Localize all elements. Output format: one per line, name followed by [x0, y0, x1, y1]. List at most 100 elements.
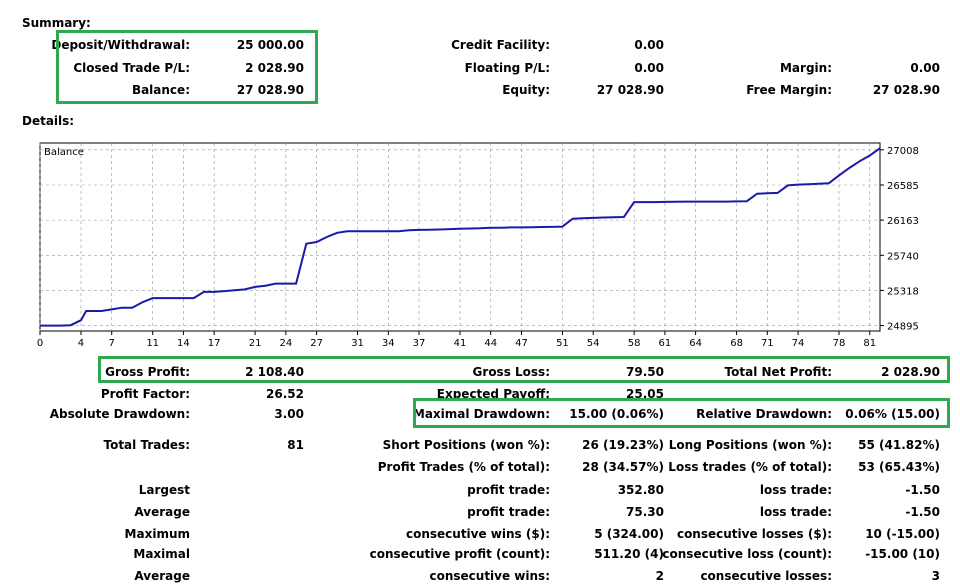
max-consecutive-wins-label: consecutive wins ($):: [405, 527, 550, 541]
balance-label: Balance:: [131, 83, 190, 97]
free-margin-label: Free Margin:: [746, 83, 832, 97]
gross-profit-label: Gross Profit:: [105, 365, 190, 379]
profit-trades-value: 28 (34.57%): [582, 460, 664, 474]
x-tick-label: 7: [109, 338, 115, 349]
short-positions-label: Short Positions (won %):: [382, 438, 550, 452]
credit-value: 0.00: [634, 38, 664, 52]
x-tick-label: 64: [689, 338, 702, 349]
largest-label: Largest: [138, 483, 190, 497]
max-consecutive-wins-value: 5 (324.00): [594, 527, 664, 541]
relative-drawdown-label: Relative Drawdown:: [696, 407, 832, 421]
average-label: Average: [134, 505, 190, 519]
max-consecutive-losses-label: consecutive losses ($):: [676, 527, 832, 541]
expected-payoff-label: Expected Payoff:: [436, 387, 550, 401]
average-consecutive-label: Average: [134, 569, 190, 583]
gross-loss-label: Gross Loss:: [472, 365, 550, 379]
average-profit-label: profit trade:: [467, 505, 550, 519]
equity-label: Equity:: [502, 83, 550, 97]
largest-profit-value: 352.80: [617, 483, 664, 497]
x-tick-label: 4: [78, 338, 84, 349]
gross-loss-value: 79.50: [626, 365, 664, 379]
x-tick-label: 14: [177, 338, 190, 349]
summary-highlight-box: [56, 30, 318, 104]
y-tick-label: 26585: [887, 181, 919, 192]
margin-value: 0.00: [910, 61, 940, 75]
x-tick-label: 71: [761, 338, 774, 349]
x-tick-label: 47: [515, 338, 528, 349]
maximal-drawdown-label: Maximal Drawdown:: [412, 407, 550, 421]
maximum-label: Maximum: [124, 527, 190, 541]
chart-frame: [39, 142, 881, 332]
drawdown-highlight-box: [413, 398, 950, 428]
absolute-drawdown-value: 3.00: [274, 407, 304, 421]
loss-trades-label: Loss trades (% of total):: [668, 460, 832, 474]
y-tick-label: 25740: [887, 251, 919, 262]
balance-line: [40, 147, 881, 327]
profit-factor-value: 26.52: [266, 387, 304, 401]
credit-label: Credit Facility:: [451, 38, 550, 52]
x-tick-label: 27: [310, 338, 323, 349]
x-tick-label: 51: [556, 338, 569, 349]
average-loss-value: -1.50: [905, 505, 940, 519]
largest-loss-label: loss trade:: [759, 483, 832, 497]
maximal-drawdown-value: 15.00 (0.06%): [569, 407, 664, 421]
balance-value: 27 028.90: [236, 83, 304, 97]
x-tick-label: 31: [351, 338, 364, 349]
y-tick-label: 26163: [887, 216, 919, 227]
x-tick-label: 11: [146, 338, 159, 349]
y-tick-label: 25318: [887, 286, 919, 297]
y-tick-label: 24895: [887, 322, 919, 333]
average-consecutive-losses-value: 3: [931, 569, 940, 583]
short-positions-value: 26 (19.23%): [582, 438, 664, 452]
y-tick-label: 27008: [887, 146, 919, 157]
relative-drawdown-value: 0.06% (15.00): [845, 407, 940, 421]
x-tick-label: 58: [628, 338, 641, 349]
maximal-consecutive-loss-label: consecutive loss (count):: [662, 547, 832, 561]
average-consecutive-losses-label: consecutive losses:: [700, 569, 832, 583]
average-consecutive-wins-value: 2: [655, 569, 664, 583]
deposit-label: Deposit/Withdrawal:: [51, 38, 190, 52]
closed-pl-label: Closed Trade P/L:: [73, 61, 190, 75]
x-tick-label: 44: [484, 338, 497, 349]
floating-value: 0.00: [634, 61, 664, 75]
maximal-consecutive-profit-label: consecutive profit (count):: [369, 547, 550, 561]
total-net-profit-label: Total Net Profit:: [724, 365, 832, 379]
average-profit-value: 75.30: [626, 505, 664, 519]
x-tick-label: 37: [413, 338, 426, 349]
x-tick-label: 81: [863, 338, 876, 349]
floating-label: Floating P/L:: [464, 61, 550, 75]
x-tick-label: 24: [279, 338, 292, 349]
equity-value: 27 028.90: [596, 83, 664, 97]
max-consecutive-losses-value: 10 (-15.00): [865, 527, 940, 541]
gross-profit-value: 2 108.40: [245, 365, 304, 379]
maximal-label: Maximal: [133, 547, 190, 561]
x-tick-label: 68: [730, 338, 743, 349]
closed-pl-value: 2 028.90: [245, 61, 304, 75]
details-heading: Details:: [22, 114, 75, 128]
x-tick-label: 21: [249, 338, 262, 349]
expected-payoff-value: 25.05: [626, 387, 664, 401]
x-tick-label: 0: [37, 338, 43, 349]
chart-legend: Balance: [44, 147, 84, 158]
x-tick-label: 41: [454, 338, 467, 349]
maximal-consecutive-profit-value: 511.20 (4): [594, 547, 664, 561]
total-net-profit-value: 2 028.90: [881, 365, 940, 379]
average-consecutive-wins-label: consecutive wins:: [429, 569, 550, 583]
free-margin-value: 27 028.90: [872, 83, 940, 97]
average-loss-label: loss trade:: [759, 505, 832, 519]
profit-highlight-box: [98, 356, 950, 383]
x-tick-label: 61: [659, 338, 672, 349]
profit-trades-label: Profit Trades (% of total):: [377, 460, 550, 474]
largest-profit-label: profit trade:: [467, 483, 550, 497]
largest-loss-value: -1.50: [905, 483, 940, 497]
balance-chart: 0 4 7 11 14 17 21 24 27 31 34 37 41 44 47 51 54 58 61 64 68 7…: [37, 142, 919, 349]
loss-trades-value: 53 (65.43%): [858, 460, 940, 474]
summary-heading: Summary:: [22, 16, 91, 30]
total-trades-label: Total Trades:: [103, 438, 190, 452]
absolute-drawdown-label: Absolute Drawdown:: [49, 407, 190, 421]
x-tick-label: 74: [792, 338, 805, 349]
margin-label: Margin:: [779, 61, 832, 75]
total-trades-value: 81: [287, 438, 304, 452]
maximal-consecutive-loss-value: -15.00 (10): [865, 547, 940, 561]
x-tick-label: 78: [833, 338, 846, 349]
